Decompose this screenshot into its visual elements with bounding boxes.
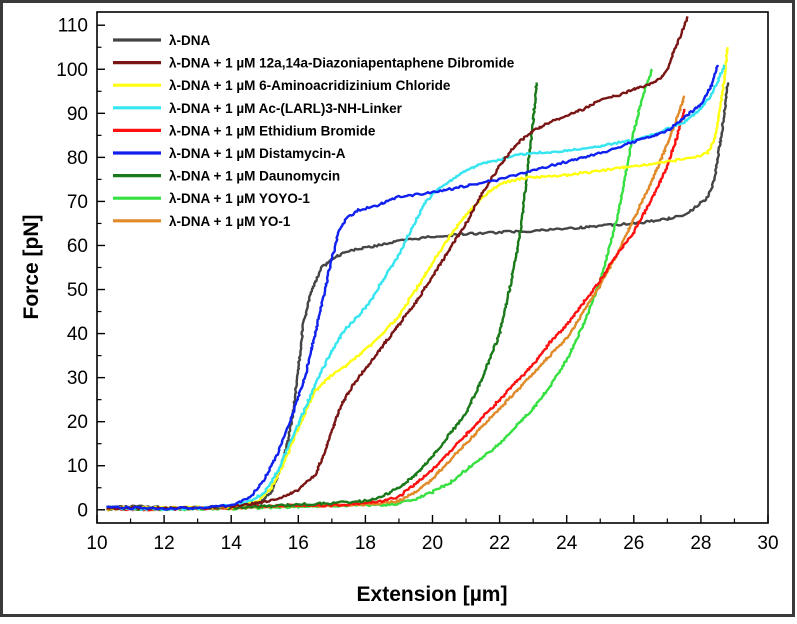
y-tick-label: 20 [67, 412, 88, 433]
x-axis-title: Extension [µm] [357, 583, 508, 606]
y-tick-label: 90 [67, 104, 88, 125]
x-tick-label: 20 [422, 533, 443, 554]
series-layer [106, 16, 730, 512]
y-axis-ticks: 0 10 20 30 40 50 60 70 80 90 100 110 [56, 16, 105, 521]
series-line [106, 64, 726, 511]
legend-entry: λ-DNA [169, 33, 211, 48]
y-tick-label: 70 [67, 192, 88, 213]
legend: λ-DNA λ-DNA + 1 µM 12a,14a-Diazoniapentap… [113, 33, 515, 229]
x-axis-ticks: 10 12 14 16 18 20 22 24 26 28 30 [86, 515, 779, 554]
y-tick-label: 40 [67, 324, 88, 345]
x-tick-label: 18 [355, 533, 376, 554]
legend-entry: λ-DNA + 1 µM Daunomycin [169, 169, 340, 184]
x-tick-label: 24 [556, 533, 578, 554]
y-tick-label: 30 [67, 368, 88, 389]
y-tick-label: 60 [67, 236, 88, 257]
legend-entry: λ-DNA + 1 µM Distamycin-A [169, 146, 346, 161]
series-line [106, 82, 730, 510]
x-tick-label: 30 [757, 533, 778, 554]
y-tick-label: 0 [77, 500, 88, 521]
series-line [106, 82, 539, 511]
x-tick-label: 26 [623, 533, 644, 554]
x-tick-label: 28 [690, 533, 711, 554]
x-tick-label: 10 [86, 533, 107, 554]
x-tick-label: 14 [221, 533, 243, 554]
legend-entry: λ-DNA + 1 µM Ac-(LARL)3-NH-Linker [169, 101, 403, 116]
y-axis-title: Force [pN] [20, 215, 43, 320]
legend-entry: λ-DNA + 1 µM YOYO-1 [169, 191, 310, 206]
legend-entry: λ-DNA + 1 µM 12a,14a-Diazoniapentaphene … [169, 56, 515, 71]
y-tick-label: 10 [67, 456, 88, 477]
legend-entry: λ-DNA + 1 µM YO-1 [169, 214, 291, 229]
series-line [106, 16, 689, 511]
series-line [106, 64, 719, 511]
y-tick-label: 100 [56, 60, 88, 81]
x-tick-label: 16 [288, 533, 309, 554]
legend-entry: λ-DNA + 1 µM Ethidium Bromide [169, 123, 376, 138]
y-tick-label: 110 [58, 16, 88, 37]
series-line [106, 46, 729, 511]
legend-entry: λ-DNA + 1 µM 6-Aminoacridizinium Chlorid… [169, 78, 451, 93]
x-tick-label: 12 [154, 533, 175, 554]
y-tick-label: 80 [67, 148, 88, 169]
x-tick-label: 22 [489, 533, 510, 554]
y-tick-label: 50 [67, 280, 88, 301]
